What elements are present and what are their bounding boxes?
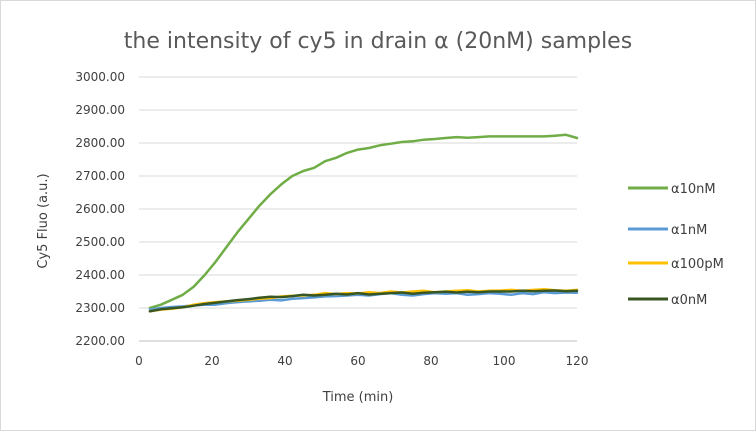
x-tick-label: 80	[423, 354, 438, 368]
legend-label: α10nM	[671, 182, 716, 197]
chart-title: the intensity of cy5 in drain α (20nM) s…	[124, 29, 632, 54]
y-tick-label: 2700.00	[75, 169, 125, 183]
y-tick-label: 2900.00	[75, 103, 125, 117]
x-tick-label: 60	[350, 354, 365, 368]
y-tick-label: 2300.00	[75, 301, 125, 315]
gridlines	[139, 76, 577, 309]
y-tick-label: 2200.00	[75, 334, 125, 348]
y-tick-label: 2800.00	[75, 136, 125, 150]
legend-label: α0nM	[671, 293, 707, 308]
series-lines	[148, 133, 579, 313]
x-tick-label: 120	[566, 354, 589, 368]
x-tick-label: 100	[493, 354, 516, 368]
series-line	[148, 290, 579, 311]
legend-label: α1nM	[671, 223, 707, 238]
series-line	[148, 289, 579, 313]
y-axis-ticks: 2200.00 2300.00 2400.00 2500.00 2600.00 2700.…	[75, 70, 125, 348]
x-tick-label: 40	[277, 354, 292, 368]
series-line	[148, 133, 579, 310]
y-tick-label: 2500.00	[75, 235, 125, 249]
y-tick-label: 2600.00	[75, 202, 125, 216]
legend-label: α100pM	[671, 257, 724, 272]
y-tick-label: 2400.00	[75, 268, 125, 282]
x-tick-label: 20	[204, 354, 219, 368]
y-tick-label: 3000.00	[75, 70, 125, 84]
legend: α10nM α1nM α100pM α0nM	[628, 182, 724, 308]
y-axis-title: Cy5 Fluo (a.u.)	[36, 173, 51, 268]
x-axis-ticks: 0 20 40 60 80 100 120	[135, 354, 588, 368]
x-axis-title: Time (min)	[322, 390, 394, 405]
x-tick-label: 0	[135, 354, 143, 368]
